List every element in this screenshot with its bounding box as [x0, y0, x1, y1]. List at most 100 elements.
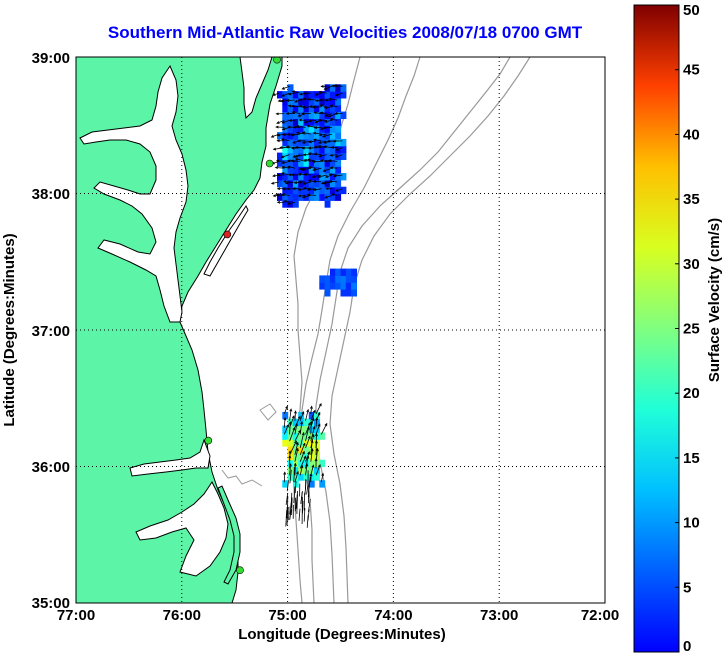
velocity-arrowhead — [295, 447, 299, 452]
velocity-arrow — [313, 188, 322, 191]
velocity-arrowhead — [324, 422, 328, 427]
velocity-arrow — [276, 120, 285, 124]
colorbar-tick-label: 40 — [683, 126, 700, 143]
velocity-arrow — [299, 456, 307, 469]
velocity-arrow — [286, 511, 289, 526]
velocity-cell — [335, 268, 342, 276]
velocity-arrowhead — [322, 181, 327, 185]
velocity-arrowhead — [329, 104, 333, 108]
velocity-arrow — [318, 174, 327, 178]
velocity-arrowhead — [323, 159, 327, 163]
colorbar-tick-label: 15 — [683, 450, 700, 467]
velocity-cell — [282, 145, 289, 154]
velocity-arrowhead — [317, 464, 321, 468]
velocity-arrow — [324, 195, 333, 199]
velocity-cell — [319, 91, 326, 99]
velocity-arrow — [282, 126, 290, 130]
velocity-arrowhead — [335, 147, 339, 151]
velocity-cell — [287, 111, 294, 119]
velocity-arrow — [283, 406, 288, 415]
y-axis: 39:00 38:00 37:00 36:00 35:00 Latitude (… — [1, 50, 70, 612]
velocity-cell — [287, 439, 294, 447]
velocity-cell — [298, 473, 305, 481]
velocity-arrowhead — [317, 423, 321, 427]
velocity-arrowhead — [319, 111, 324, 115]
velocity-arrow — [323, 126, 332, 129]
velocity-arrow — [294, 481, 297, 494]
velocity-arrowhead — [281, 187, 286, 191]
velocity-arrowhead — [291, 415, 295, 419]
velocity-arrowhead — [290, 159, 294, 163]
velocity-cell — [329, 282, 336, 290]
velocity-arrowhead — [323, 145, 327, 149]
velocity-arrowhead — [318, 402, 322, 407]
velocity-arrowhead — [276, 133, 281, 137]
velocity-arrow — [295, 490, 298, 509]
velocity-arrowhead — [294, 440, 297, 444]
velocity-arrowhead — [285, 145, 290, 149]
velocity-arrow — [286, 480, 289, 492]
plot-frame — [75, 56, 606, 604]
velocity-arrow — [294, 411, 296, 421]
velocity-arrowhead — [333, 84, 338, 88]
velocity-cell — [329, 159, 336, 167]
velocity-cell — [324, 289, 331, 297]
velocity-arrowhead — [283, 200, 287, 203]
velocity-cell — [298, 459, 305, 468]
velocity-cell — [340, 275, 347, 283]
velocity-arrow — [296, 494, 298, 510]
velocity-arrowhead — [281, 165, 285, 169]
velocity-arrowhead — [275, 112, 279, 116]
velocity-cell — [319, 104, 326, 113]
velocity-arrowhead — [319, 127, 324, 130]
velocity-cell — [329, 186, 336, 195]
velocity-arrow — [273, 147, 285, 150]
velocity-arrow — [291, 105, 301, 108]
velocity-arrowhead — [275, 125, 279, 129]
velocity-arrowhead — [317, 175, 321, 178]
velocity-cell — [298, 132, 305, 140]
velocity-arrow — [333, 174, 343, 177]
velocity-arrow — [282, 161, 290, 164]
velocity-cell — [324, 118, 331, 126]
velocity-arrow — [305, 427, 310, 442]
velocity-arrow — [308, 120, 317, 122]
velocity-cell — [308, 166, 315, 174]
velocity-arrowhead — [282, 133, 286, 137]
velocity-cell — [292, 193, 299, 201]
velocity-arrowhead — [307, 158, 311, 162]
velocity-cell — [335, 118, 342, 126]
velocity-cell — [314, 418, 320, 427]
velocity-cell — [308, 173, 315, 181]
velocity-cell — [319, 111, 326, 119]
velocity-cell — [329, 193, 336, 201]
velocity-arrowhead — [292, 187, 296, 191]
velocity-arrowhead — [324, 113, 328, 117]
velocity-arrow — [298, 188, 306, 191]
velocity-arrow — [289, 509, 292, 520]
velocity-arrowhead — [302, 97, 307, 101]
velocity-cell — [319, 152, 326, 160]
velocity-arrowhead — [301, 112, 305, 115]
velocity-arrow — [298, 508, 301, 521]
velocity-cell — [308, 411, 315, 420]
velocity-arrow — [308, 166, 317, 169]
velocity-arrow — [305, 409, 309, 421]
velocity-cell — [319, 145, 326, 154]
velocity-arrowhead — [335, 188, 339, 192]
velocity-arrowhead — [318, 133, 322, 137]
velocity-arrowhead — [301, 140, 306, 144]
velocity-cell — [287, 132, 294, 140]
velocity-cell — [287, 193, 294, 201]
velocity-arrow — [303, 181, 311, 185]
velocity-arrowhead — [314, 145, 318, 149]
velocity-cell — [292, 138, 299, 147]
velocity-arrow — [295, 158, 306, 162]
velocity-arrowhead — [307, 152, 312, 156]
velocity-arrowhead — [298, 172, 302, 176]
delaware-bay — [239, 57, 273, 120]
velocity-arrowhead — [290, 173, 295, 177]
velocity-arrowhead — [281, 172, 285, 176]
velocity-cell — [314, 466, 320, 474]
velocity-arrowhead — [314, 120, 318, 124]
